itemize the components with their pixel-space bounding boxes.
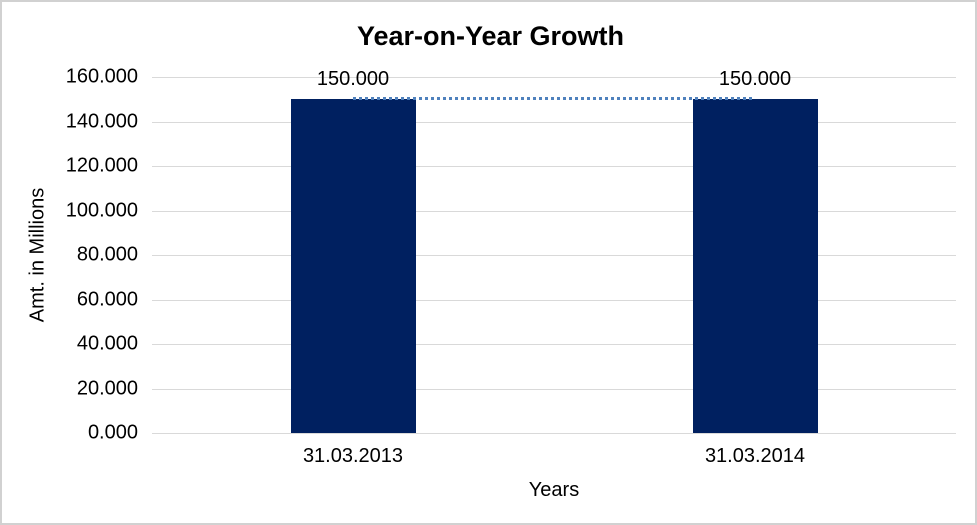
gridline: [152, 344, 956, 345]
y-axis-title: Amt. in Millions: [26, 187, 49, 323]
y-axis-tick-label: 20.000: [76, 377, 138, 399]
y-axis-tick-label: 140.000: [65, 110, 138, 132]
x-axis-title: Years: [528, 479, 580, 501]
bar-31.03.2014: [692, 99, 818, 433]
y-axis-tick-label: 40.000: [76, 332, 138, 355]
x-axis-tick-label: 31.03.2013: [302, 445, 404, 467]
plot-area: [152, 77, 956, 434]
bar-value-label: 150.000: [718, 68, 792, 91]
gridline: [152, 388, 956, 390]
y-axis-tick-label: 120.000: [65, 154, 138, 177]
gridline: [152, 77, 956, 78]
gridline: [152, 166, 956, 167]
y-axis-tick-label: 80.000: [76, 243, 138, 266]
bar-value-label: 150.000: [316, 68, 390, 91]
x-axis-tick-label: 31.03.2014: [704, 445, 806, 467]
y-axis-tick-label: 100.000: [65, 199, 138, 221]
gridline: [152, 121, 956, 123]
chart-title: Year-on-Year Growth: [356, 21, 625, 51]
bar-31.03.2013: [290, 99, 416, 433]
gridline: [152, 210, 956, 212]
series-connector-dotted-line: [353, 97, 755, 101]
y-axis-tick-label: 60.000: [76, 288, 138, 310]
y-axis-tick-label: 160.000: [65, 65, 138, 88]
gridline: [152, 299, 956, 301]
gridline: [152, 255, 956, 256]
y-axis-tick-label: 0.000: [87, 421, 138, 444]
x-axis-line: [152, 433, 956, 434]
